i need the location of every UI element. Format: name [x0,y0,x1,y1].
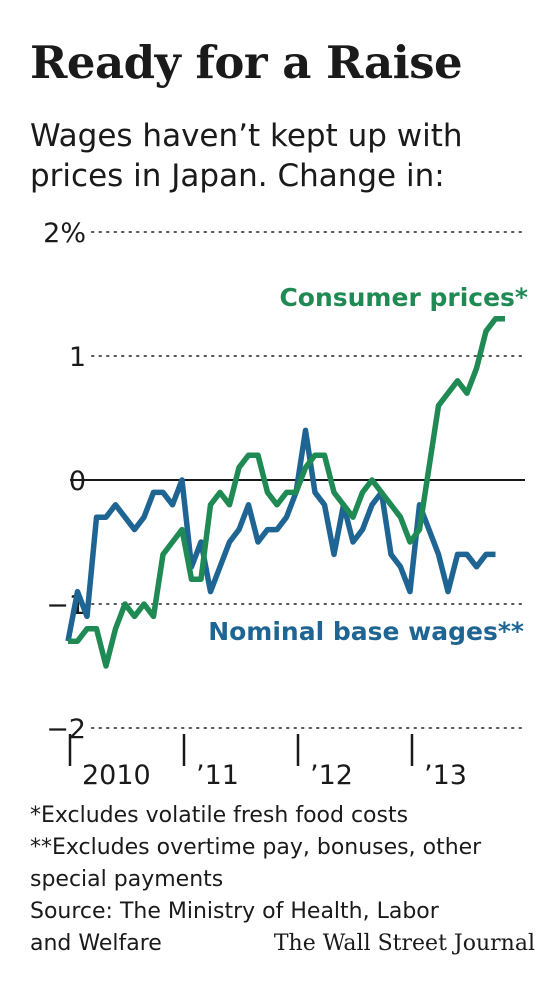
publisher-credit: The Wall Street Journal [273,931,535,956]
x-tick-label: ’12 [310,760,353,791]
y-tick-label: 2% [43,218,86,249]
series-label-consumer-prices: Consumer prices* [279,283,528,312]
y-tick-label: −2 [46,714,86,745]
series-layer [65,316,505,669]
x-tick-label: ’11 [196,760,239,791]
x-tick-label: 2010 [82,760,151,791]
source-note: Source: The Ministry of Health, Labor an… [30,899,439,956]
footnote-overtime: **Excludes overtime pay, bonuses, other … [30,835,482,892]
y-tick-label: 1 [69,342,86,373]
y-tick-label: 0 [69,466,86,497]
chart-title: Ready for a Raise [30,36,463,89]
chart-subtitle: Wages haven’t kept up with prices in Jap… [30,118,463,194]
series-label-nominal-base-wages: Nominal base wages** [208,617,524,646]
footnote-fresh-food: *Excludes volatile fresh food costs [30,803,409,828]
consumer-prices-line [68,316,505,669]
footnotes: *Excludes volatile fresh food costs **Ex… [30,800,540,960]
x-tick-label: ’13 [424,760,467,791]
nominal-base-wages-line [65,427,496,642]
